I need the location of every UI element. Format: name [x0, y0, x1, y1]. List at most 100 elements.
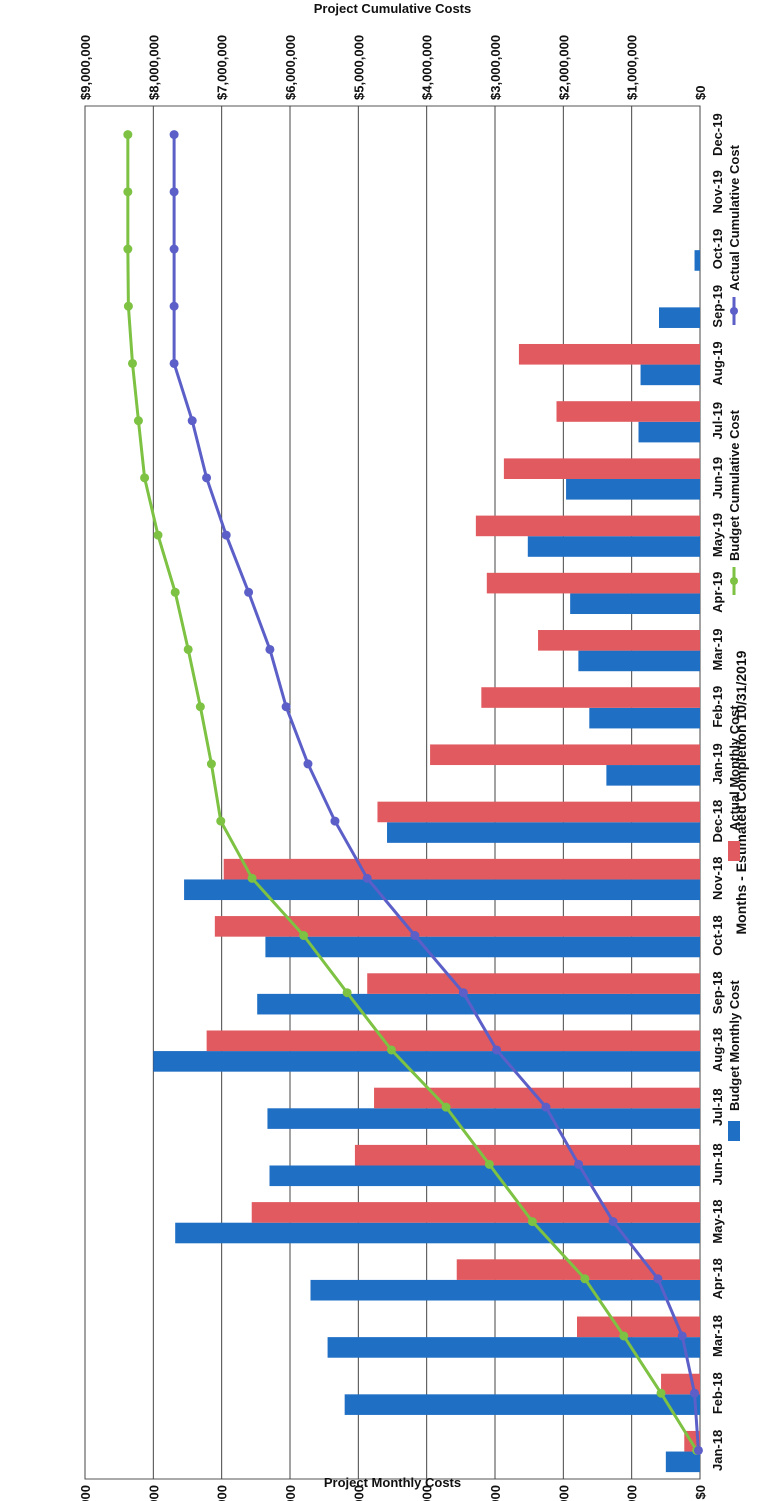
bar-actual-monthly-cost [481, 687, 701, 708]
bar-budget-monthly-cost [527, 536, 700, 557]
right-axis-tick-label: $8,000,000 [146, 35, 161, 100]
point-budget-cumulative-cost [441, 1102, 451, 1112]
right-axis-tick-label: $2,000,000 [556, 35, 571, 100]
bar-budget-monthly-cost [566, 478, 700, 500]
bar-actual-monthly-cost [577, 1316, 700, 1338]
point-actual-cumulative-cost [330, 816, 340, 826]
x-axis-tick-label: May-19 [710, 513, 725, 557]
bar-budget-monthly-cost [327, 1337, 700, 1358]
point-budget-cumulative-cost [580, 1274, 590, 1284]
x-axis-tick-label: Oct-19 [710, 229, 725, 269]
point-actual-cumulative-cost [492, 1045, 502, 1055]
point-budget-cumulative-cost [140, 473, 150, 483]
bar-actual-monthly-cost [538, 630, 700, 651]
point-budget-cumulative-cost [123, 244, 133, 254]
x-axis-tick-label: Jul-18 [710, 1088, 725, 1126]
x-axis-tick-label: Feb-19 [710, 686, 725, 728]
bar-series [153, 250, 701, 1473]
left-axis-tick-label: $0 [693, 1485, 708, 1499]
point-actual-cumulative-cost [169, 301, 179, 311]
point-budget-cumulative-cost [656, 1388, 666, 1398]
bar-budget-monthly-cost [267, 1108, 700, 1129]
left-axis-tick-label: $200,000 [556, 1485, 571, 1501]
left-axis-tick-label: $400,000 [420, 1485, 435, 1501]
x-axis-tick-label: Aug-19 [710, 341, 725, 385]
point-budget-cumulative-cost [247, 873, 257, 883]
point-budget-cumulative-cost [299, 931, 309, 941]
bar-budget-monthly-cost [570, 593, 701, 615]
x-axis-tick-label: Dec-18 [710, 800, 725, 843]
bar-actual-monthly-cost [503, 458, 700, 479]
x-axis-tick-label: Nov-18 [710, 857, 725, 900]
point-actual-cumulative-cost [653, 1274, 663, 1284]
left-axis-tick-label: $800,000 [146, 1485, 161, 1501]
bar-actual-monthly-cost [367, 973, 700, 994]
right-axis-tick-label: $7,000,000 [215, 35, 230, 100]
bar-budget-monthly-cost [257, 993, 700, 1015]
point-actual-cumulative-cost [281, 702, 291, 712]
x-axis-tick-label: Aug-18 [710, 1028, 725, 1072]
bar-budget-monthly-cost [640, 364, 700, 386]
bar-budget-monthly-cost [606, 765, 701, 786]
right-axis-tick-label: $3,000,000 [488, 35, 503, 100]
right-axis-tick-label: $6,000,000 [283, 35, 298, 100]
bar-actual-monthly-cost [518, 343, 701, 365]
x-axis-tick-label: May-18 [710, 1200, 725, 1244]
bar-budget-monthly-cost [589, 707, 700, 729]
point-actual-cumulative-cost [221, 530, 231, 540]
point-actual-cumulative-cost [169, 244, 179, 254]
point-actual-cumulative-cost [169, 358, 179, 368]
point-actual-cumulative-cost [169, 130, 179, 140]
point-actual-cumulative-cost [541, 1102, 551, 1112]
bar-actual-monthly-cost [556, 401, 700, 422]
bar-budget-monthly-cost [153, 1051, 701, 1072]
x-axis-tick-label: Jun-18 [710, 1143, 725, 1185]
bar-actual-monthly-cost [475, 515, 700, 537]
legend-swatch-budget-monthly-cost [728, 1121, 740, 1141]
bar-budget-monthly-cost [694, 250, 700, 271]
point-actual-cumulative-cost [169, 187, 179, 197]
legend-label-actual-monthly-cost: Actual Monthly Cost [727, 705, 742, 831]
gridlines [84, 105, 701, 1480]
right-axis-tick-label: $4,000,000 [420, 35, 435, 100]
x-axis-title: Months - Estimated Completion 10/31/2019 [733, 650, 749, 934]
legend-label-budget-cumulative-cost: Budget Cumulative Cost [727, 409, 742, 561]
bar-budget-monthly-cost [665, 1451, 700, 1473]
left-axis-title: Project Monthly Costs [324, 1475, 461, 1490]
x-axis-tick-label: Apr-18 [710, 1258, 725, 1299]
bar-budget-monthly-cost [265, 936, 700, 958]
point-budget-cumulative-cost [127, 358, 137, 368]
bar-budget-monthly-cost [269, 1165, 700, 1187]
line-actual-cumulative-cost [172, 134, 700, 1451]
point-actual-cumulative-cost [574, 1159, 584, 1169]
line-series [123, 130, 703, 1455]
point-budget-cumulative-cost [123, 130, 133, 140]
left-axis-tick-label: $500,000 [351, 1485, 366, 1501]
bar-budget-monthly-cost [175, 1222, 700, 1244]
x-axis-tick-label: Mar-18 [710, 1315, 725, 1357]
right-axis-title: Project Cumulative Costs [314, 1, 472, 16]
legend-label-budget-monthly-cost: Budget Monthly Cost [727, 980, 742, 1111]
point-budget-cumulative-cost [206, 759, 216, 769]
point-budget-cumulative-cost [123, 301, 133, 311]
point-budget-cumulative-cost [133, 416, 143, 426]
x-axis-tick-label: Jan-18 [710, 1430, 725, 1471]
bar-actual-monthly-cost [486, 572, 700, 594]
left-axis-tick-label: $900,000 [78, 1485, 93, 1501]
right-axis-tick-label: $5,000,000 [351, 35, 366, 100]
bar-budget-monthly-cost [578, 650, 700, 672]
point-budget-cumulative-cost [183, 644, 193, 654]
bar-budget-monthly-cost [659, 307, 700, 328]
point-actual-cumulative-cost [608, 1217, 618, 1227]
point-budget-cumulative-cost [342, 988, 352, 998]
legend-marker-actual-cumulative-cost [730, 307, 738, 315]
x-axis-tick-label: Jun-19 [710, 457, 725, 499]
bar-budget-monthly-cost [344, 1394, 700, 1415]
point-budget-cumulative-cost [619, 1331, 629, 1341]
point-budget-cumulative-cost [484, 1159, 494, 1169]
point-actual-cumulative-cost [690, 1388, 700, 1398]
point-actual-cumulative-cost [362, 873, 372, 883]
bar-actual-monthly-cost [223, 858, 700, 880]
point-actual-cumulative-cost [410, 931, 420, 941]
